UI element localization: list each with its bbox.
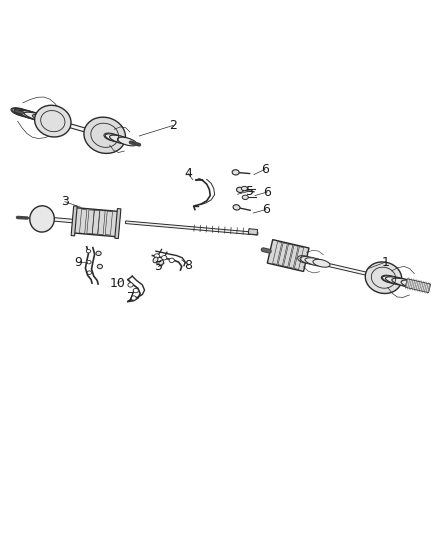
Ellipse shape (133, 288, 138, 293)
Text: 9: 9 (74, 256, 82, 269)
Polygon shape (72, 207, 120, 237)
Text: 8: 8 (184, 259, 192, 272)
Ellipse shape (401, 280, 423, 288)
Ellipse shape (233, 205, 240, 210)
Ellipse shape (87, 260, 91, 264)
Ellipse shape (30, 206, 54, 232)
Ellipse shape (131, 296, 136, 300)
Ellipse shape (153, 257, 158, 263)
Polygon shape (325, 263, 371, 276)
Ellipse shape (96, 251, 101, 255)
Ellipse shape (232, 169, 239, 175)
Ellipse shape (300, 256, 321, 265)
Polygon shape (248, 229, 258, 235)
Ellipse shape (159, 260, 164, 266)
Text: 2: 2 (169, 119, 177, 132)
Text: 6: 6 (262, 203, 270, 216)
Text: 3: 3 (61, 195, 69, 208)
Ellipse shape (35, 105, 71, 137)
Ellipse shape (169, 258, 174, 263)
Ellipse shape (392, 278, 421, 288)
Text: 4: 4 (184, 167, 192, 180)
Ellipse shape (298, 256, 312, 263)
Polygon shape (60, 121, 96, 135)
Text: 6: 6 (263, 185, 271, 198)
Ellipse shape (365, 262, 402, 294)
Polygon shape (405, 279, 431, 293)
Text: 5: 5 (155, 260, 162, 273)
Ellipse shape (18, 110, 58, 124)
Polygon shape (115, 208, 121, 239)
Ellipse shape (14, 109, 50, 122)
Ellipse shape (32, 115, 67, 126)
Ellipse shape (162, 255, 167, 260)
Ellipse shape (105, 134, 129, 143)
Ellipse shape (97, 264, 102, 269)
Ellipse shape (313, 260, 330, 267)
Ellipse shape (87, 271, 92, 274)
Ellipse shape (110, 135, 134, 145)
Polygon shape (267, 240, 309, 271)
Ellipse shape (104, 133, 120, 141)
Ellipse shape (241, 187, 247, 191)
Polygon shape (125, 221, 258, 235)
Text: 5: 5 (246, 184, 254, 198)
Ellipse shape (128, 282, 133, 287)
Ellipse shape (385, 277, 416, 287)
Polygon shape (49, 217, 79, 223)
Ellipse shape (154, 254, 159, 258)
Ellipse shape (242, 195, 248, 199)
Ellipse shape (86, 249, 91, 253)
Ellipse shape (24, 112, 64, 125)
Ellipse shape (42, 117, 69, 127)
Ellipse shape (117, 137, 137, 146)
Ellipse shape (381, 275, 398, 283)
Ellipse shape (11, 108, 30, 116)
Ellipse shape (12, 108, 40, 119)
Polygon shape (71, 206, 77, 236)
Ellipse shape (305, 258, 327, 266)
Text: 10: 10 (110, 277, 125, 289)
Text: 7: 7 (127, 290, 135, 304)
Text: 1: 1 (381, 256, 389, 269)
Ellipse shape (84, 117, 126, 154)
Ellipse shape (237, 187, 244, 192)
Text: 6: 6 (261, 163, 269, 176)
Ellipse shape (382, 276, 408, 285)
